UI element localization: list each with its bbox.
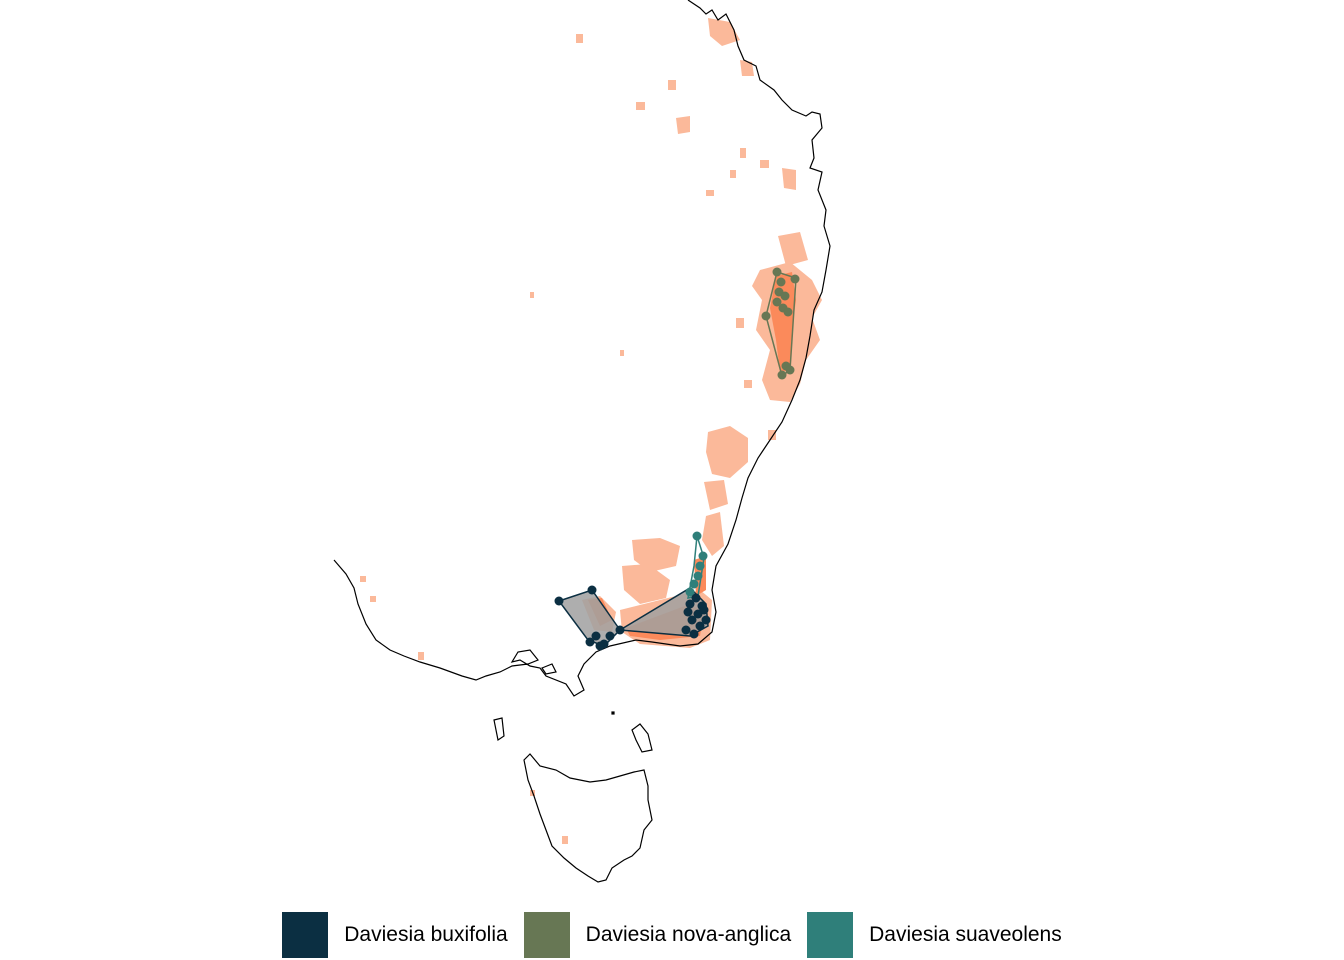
occurrence-point: [772, 297, 782, 307]
king-island: [493, 717, 505, 741]
occurrence-point: [698, 551, 708, 561]
flinders-island: [631, 723, 653, 753]
occurrences-suaveolens: [685, 531, 708, 597]
habitat-patch: [708, 18, 740, 46]
habitat-patch: [778, 232, 808, 266]
habitat-patch: [702, 512, 724, 556]
occurrence-point: [790, 274, 800, 284]
occurrence-point: [685, 587, 695, 597]
phillip-island: [541, 663, 557, 675]
habitat-patch: [760, 160, 769, 168]
habitat-patch: [622, 564, 670, 604]
habitat-patch: [706, 426, 748, 478]
habitat-patch: [636, 102, 645, 110]
habitat-patch: [530, 292, 534, 298]
habitat-patch: [706, 190, 714, 196]
occurrence-point: [685, 599, 695, 609]
occurrence-point: [689, 579, 699, 589]
legend: Daviesia buxifolia Daviesia nova-anglica…: [0, 910, 1344, 960]
habitat-patch: [782, 168, 796, 190]
species-distribution-map: [333, 0, 831, 883]
occurrences-buxifolia: [554, 585, 711, 651]
habitat-patch: [768, 430, 776, 440]
habitat-patch: [676, 116, 690, 134]
habitat-light-layer: [360, 18, 822, 844]
occurrence-point: [772, 267, 782, 277]
occurrence-point: [692, 531, 702, 541]
habitat-patch: [418, 652, 424, 660]
legend-swatch: [523, 912, 570, 958]
habitat-patch: [632, 538, 680, 572]
mainland-coastline: [333, 0, 831, 697]
occurrence-point: [693, 571, 703, 581]
legend-label: Daviesia nova-anglica: [585, 923, 792, 946]
occurrence-point: [681, 625, 691, 635]
legend-item-nova-anglica: Daviesia nova-anglica: [523, 912, 792, 958]
occurrence-point: [595, 641, 605, 651]
occurrence-point: [785, 365, 795, 375]
occurrences-nova-anglica: [761, 267, 800, 380]
habitat-patch: [576, 34, 583, 43]
tasmania: [523, 753, 653, 883]
occurrence-point: [777, 370, 787, 380]
habitat-patch: [360, 576, 366, 582]
habitat-patch: [562, 836, 568, 844]
habitat-patch: [668, 80, 676, 90]
habitat-patch: [744, 380, 752, 388]
occurrence-point: [695, 561, 705, 571]
legend-label: Daviesia buxifolia: [344, 923, 508, 946]
occurrence-point: [780, 291, 790, 301]
occurrence-point: [691, 593, 701, 603]
occurrence-point: [701, 615, 711, 625]
occurrence-point: [699, 605, 709, 615]
habitat-patch: [620, 350, 624, 356]
habitat-patch: [704, 480, 728, 510]
occurrence-point: [683, 607, 693, 617]
legend-swatch: [807, 912, 854, 958]
habitat-patch: [730, 170, 736, 178]
habitat-patch: [740, 148, 746, 158]
occurrence-point: [554, 596, 564, 606]
legend-label: Daviesia suaveolens: [869, 923, 1062, 946]
occurrence-point: [689, 629, 699, 639]
occurrence-point: [776, 277, 786, 287]
occurrence-point: [783, 307, 793, 317]
occurrence-point: [591, 631, 601, 641]
legend-item-buxifolia: Daviesia buxifolia: [282, 912, 508, 958]
occurrence-point: [587, 585, 597, 595]
legend-item-suaveolens: Daviesia suaveolens: [807, 912, 1062, 958]
occurrence-point: [615, 625, 625, 635]
coastline: [333, 0, 831, 883]
hull-buxifolia-east: [617, 587, 709, 637]
habitat-patch: [740, 60, 754, 76]
occurrence-point: [687, 615, 697, 625]
legend-swatch: [282, 912, 329, 958]
occurrence-point: [695, 621, 705, 631]
occurrence-point: [585, 637, 595, 647]
occurrence-point: [761, 311, 771, 321]
habitat-patch: [370, 596, 376, 602]
habitat-patch: [736, 318, 744, 328]
occurrence-point: [605, 631, 615, 641]
habitat-core: [770, 272, 796, 372]
small-island: [611, 711, 615, 715]
